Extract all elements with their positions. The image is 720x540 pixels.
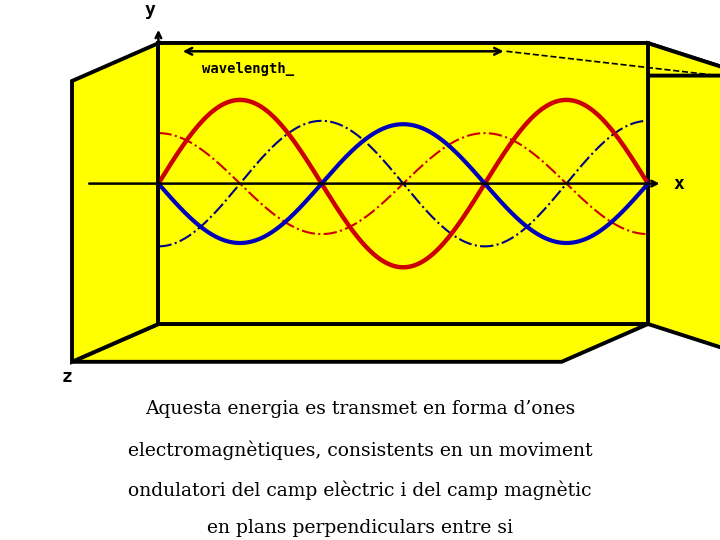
Text: y: y — [144, 1, 156, 19]
Polygon shape — [158, 43, 720, 76]
Text: ondulatori del camp elèctric i del camp magnètic: ondulatori del camp elèctric i del camp … — [128, 481, 592, 500]
Polygon shape — [72, 43, 158, 362]
Bar — [158, 43, 648, 324]
Text: z: z — [61, 368, 72, 386]
Polygon shape — [648, 43, 720, 356]
Polygon shape — [72, 324, 648, 362]
Text: electromagnètiques, consistents en un moviment: electromagnètiques, consistents en un mo… — [127, 440, 593, 460]
Text: wavelength_: wavelength_ — [202, 62, 294, 76]
Text: en plans perpendiculars entre si: en plans perpendiculars entre si — [207, 519, 513, 537]
Text: Aquesta energia es transmet en forma d’ones: Aquesta energia es transmet en forma d’o… — [145, 400, 575, 417]
Text: x: x — [673, 174, 684, 193]
